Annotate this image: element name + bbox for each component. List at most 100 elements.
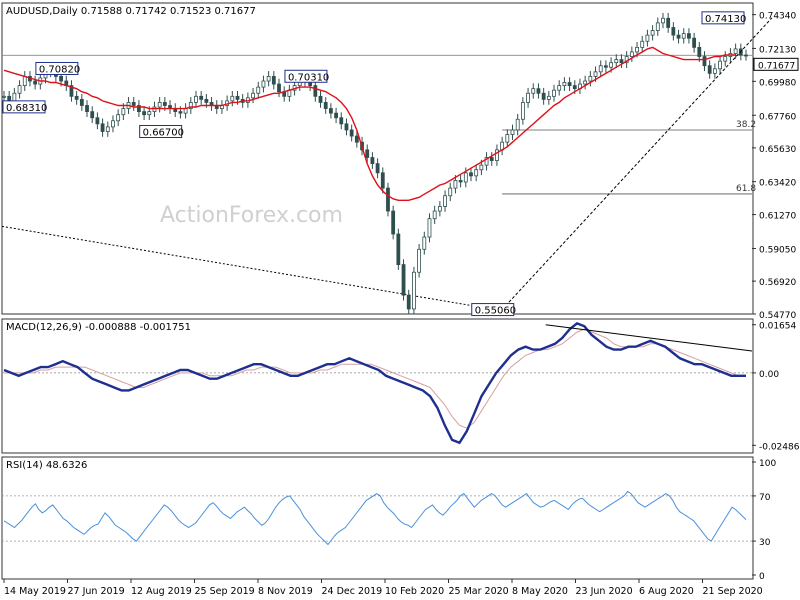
price-label: 0.55060 bbox=[475, 306, 516, 317]
candle-body bbox=[396, 233, 401, 265]
candle-body bbox=[687, 33, 691, 39]
price-y-label: 0.61270 bbox=[759, 212, 796, 222]
candle-body bbox=[147, 111, 152, 116]
candle-body bbox=[572, 85, 577, 90]
candle-body bbox=[386, 187, 390, 212]
candle-body bbox=[635, 46, 639, 53]
candle-body bbox=[661, 17, 665, 24]
x-tick-label: 14 May 2019 bbox=[4, 586, 66, 597]
candle-body bbox=[744, 54, 748, 57]
candle-body bbox=[17, 85, 22, 94]
price-label: 0.70310 bbox=[288, 72, 329, 83]
candle-body bbox=[515, 118, 520, 131]
candle-body bbox=[712, 68, 717, 74]
candle-body bbox=[344, 123, 349, 131]
candle-body bbox=[162, 102, 167, 106]
candle-body bbox=[59, 76, 63, 82]
candle-body bbox=[458, 180, 463, 183]
candle-body bbox=[437, 206, 442, 212]
price-label-box bbox=[284, 69, 328, 83]
rsi-panel-frame bbox=[1, 456, 754, 580]
rsi-y-label: 100 bbox=[759, 459, 776, 469]
price-label-box bbox=[701, 11, 745, 25]
candle-body bbox=[629, 51, 634, 57]
candle-body bbox=[370, 157, 375, 165]
candle-body bbox=[443, 195, 447, 207]
candle-body bbox=[655, 22, 660, 31]
candle-body bbox=[453, 180, 458, 189]
candle-body bbox=[671, 27, 676, 36]
candle-body bbox=[199, 95, 204, 100]
macd-y-label: -0.02486 bbox=[759, 442, 800, 452]
candle-body bbox=[131, 102, 136, 106]
rsi-y-label: 70 bbox=[759, 493, 771, 503]
x-tick-label: 24 Dec 2019 bbox=[322, 586, 383, 597]
support-trendline bbox=[501, 17, 773, 310]
price-label-box bbox=[139, 124, 183, 138]
candle-body bbox=[526, 92, 530, 103]
candle-body bbox=[318, 95, 323, 103]
candle-body bbox=[531, 88, 536, 94]
x-tick-label: 12 Aug 2019 bbox=[131, 586, 192, 597]
price-label-box bbox=[2, 100, 46, 114]
candle-body bbox=[391, 210, 396, 235]
candle-body bbox=[2, 95, 6, 98]
candle-body bbox=[681, 33, 686, 39]
candle-body bbox=[588, 76, 593, 82]
candle-body bbox=[121, 108, 126, 116]
price-label: 0.74130 bbox=[705, 14, 746, 25]
macd-y-label: 0.01654 bbox=[759, 322, 796, 332]
candle-body bbox=[85, 105, 89, 113]
candle-body bbox=[552, 89, 556, 97]
macd-layer bbox=[2, 322, 753, 445]
candle-body bbox=[105, 126, 110, 132]
macd-panel-frame bbox=[1, 318, 754, 454]
price-y-label: 0.59050 bbox=[759, 246, 796, 256]
candle-body bbox=[474, 169, 479, 177]
current-price-box bbox=[753, 57, 799, 71]
candle-body bbox=[463, 172, 468, 183]
macd-line bbox=[3, 322, 746, 445]
candle-body bbox=[79, 98, 84, 106]
candle-body bbox=[557, 85, 562, 91]
candle-body bbox=[251, 92, 255, 99]
price-panel-frame bbox=[1, 2, 754, 315]
x-tick-label: 25 Mar 2020 bbox=[449, 586, 509, 597]
moving-average-line bbox=[3, 46, 736, 201]
candle-body bbox=[692, 37, 697, 48]
x-tick-label: 6 Aug 2020 bbox=[639, 586, 694, 597]
price-layer: 38.2 61.8 0.68310 0.70820 0.66700 0.70310 0.55… bbox=[1, 11, 773, 317]
candle-body bbox=[609, 62, 613, 68]
candle-body bbox=[650, 30, 655, 36]
candle-body bbox=[723, 56, 728, 62]
candle-body bbox=[432, 210, 437, 220]
candle-body bbox=[541, 92, 546, 100]
candle-body bbox=[69, 85, 74, 97]
current-price-label: 0.71677 bbox=[758, 61, 795, 71]
candle-body bbox=[505, 134, 510, 143]
candle-body bbox=[598, 65, 603, 73]
candle-body bbox=[354, 135, 359, 143]
candle-body bbox=[707, 65, 712, 74]
x-tick-label: 23 Jun 2020 bbox=[576, 586, 633, 597]
candle-body bbox=[95, 117, 100, 125]
axis-layer: 0.74340 0.72130 0.69980 0.67760 0.65630 0.634… bbox=[3, 12, 800, 597]
candle-body bbox=[90, 111, 95, 119]
candle-body bbox=[235, 95, 240, 100]
rsi-y-label: 30 bbox=[759, 538, 771, 548]
price-y-label: 0.74340 bbox=[759, 12, 796, 22]
price-label-box bbox=[35, 61, 79, 75]
candle-body bbox=[266, 76, 271, 82]
candle-body bbox=[313, 85, 318, 97]
candle-body bbox=[22, 76, 27, 87]
candle-body bbox=[74, 95, 79, 100]
candle-body bbox=[401, 264, 406, 296]
candle-body bbox=[702, 56, 707, 67]
candle-body bbox=[697, 46, 702, 57]
price-y-label: 0.54770 bbox=[759, 311, 796, 321]
candle-body bbox=[536, 88, 541, 94]
candle-body bbox=[100, 123, 105, 132]
candle-body bbox=[495, 149, 499, 161]
